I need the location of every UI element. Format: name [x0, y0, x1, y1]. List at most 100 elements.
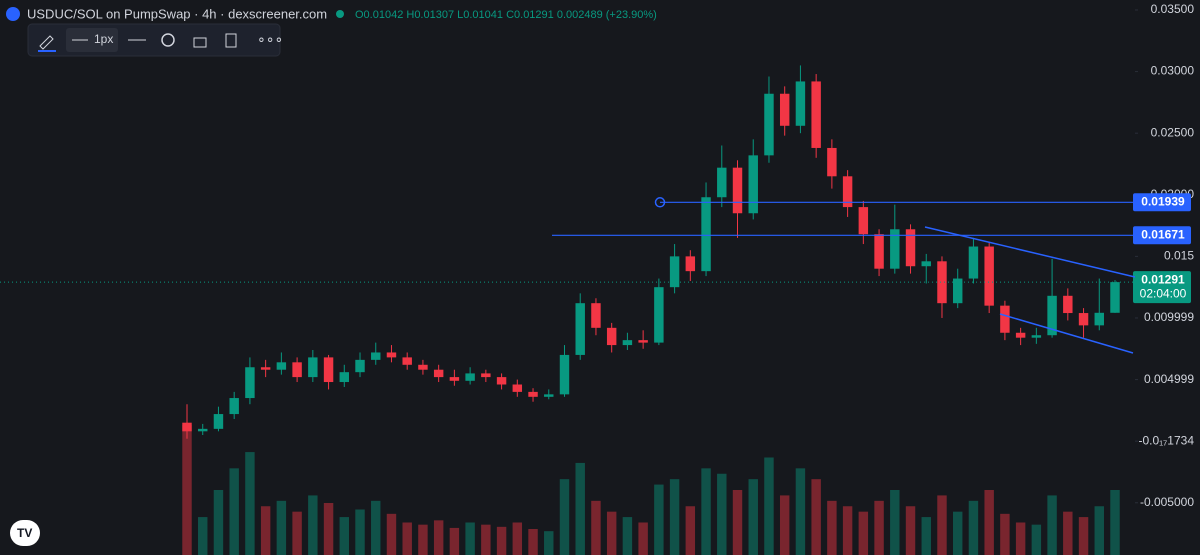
trend-line: [999, 313, 1134, 354]
lock-button[interactable]: [193, 37, 207, 48]
price-label-box: [1133, 193, 1191, 212]
candle-body: [1078, 313, 1089, 326]
candle-body: [701, 197, 711, 272]
candle-body: [292, 362, 302, 378]
candle-body: [937, 261, 947, 304]
settings-button[interactable]: [161, 33, 175, 47]
candle-body: [669, 256, 680, 288]
volume-bar: [952, 511, 963, 555]
candle-body: [355, 359, 365, 373]
volume-bar: [764, 457, 774, 555]
volume-bar: [245, 452, 255, 555]
candle-body: [591, 303, 601, 328]
candle-body: [827, 147, 837, 177]
symbol-icon: [6, 7, 20, 21]
volume-bar: [732, 490, 743, 555]
volume-bar: [213, 490, 224, 555]
width-button[interactable]: [66, 28, 118, 52]
candle-body: [606, 327, 617, 346]
candle-body: [496, 377, 507, 385]
logo[interactable]: [10, 520, 40, 546]
volume-bar: [905, 506, 916, 555]
volume-bar: [1000, 513, 1010, 555]
volume-bar: [1094, 506, 1104, 555]
volume-bar: [481, 524, 491, 555]
logo-text: TV: [17, 526, 32, 540]
last-price-box: [1133, 271, 1191, 304]
candle-body: [449, 377, 460, 381]
volume-bar: [701, 468, 711, 555]
drawing-toolbar: [27, 23, 281, 57]
volume-bar: [496, 526, 507, 555]
volume-bar: [669, 479, 680, 555]
volume-bar: [1047, 495, 1057, 555]
volume-bar: [528, 529, 538, 555]
volume-bar: [638, 522, 648, 555]
candle-body: [528, 391, 538, 397]
candle-body: [402, 357, 412, 365]
volume-bar: [968, 500, 979, 555]
candle-body: [622, 340, 633, 346]
volume-bar: [449, 527, 460, 555]
candle-body: [842, 176, 853, 208]
volume-bar: [1078, 517, 1089, 555]
candle-body: [905, 229, 916, 267]
volume-bar: [984, 490, 994, 555]
y-tick-label: 0.03500: [1151, 2, 1195, 16]
candle-body: [465, 373, 475, 381]
width-label[interactable]: 1px: [94, 32, 113, 46]
y-tick-label: 0.02500: [1151, 125, 1195, 139]
volume-bar: [921, 517, 931, 555]
volume-bar: [512, 522, 523, 555]
y-tick-label: 0.03000: [1151, 64, 1195, 78]
volume-bar: [323, 503, 334, 555]
candle-body: [371, 352, 381, 360]
price-label: 0.01671: [1141, 227, 1185, 241]
candle-body: [418, 364, 428, 370]
candle-body: [1063, 295, 1073, 314]
volume-bar: [260, 506, 271, 555]
candle-body: [952, 278, 963, 304]
candle-body: [323, 357, 334, 383]
countdown-label: 02:04:00: [1140, 286, 1187, 300]
candle-body: [575, 303, 585, 355]
delete-button[interactable]: [225, 33, 237, 48]
candle-body: [1015, 332, 1026, 338]
y-tick-label: 0.004999: [1144, 372, 1194, 386]
volume-bar: [198, 517, 208, 555]
volume-bar: [811, 479, 821, 555]
y-tick-label: 0.009999: [1144, 310, 1194, 324]
line-handle: [654, 197, 666, 208]
volume-bar: [874, 500, 884, 555]
volume-bar: [622, 517, 633, 555]
pencil-icon[interactable]: [39, 35, 54, 50]
volume-bar: [182, 425, 192, 555]
candle-body: [559, 354, 570, 395]
volume-bar: [386, 513, 397, 555]
candle-body: [213, 414, 224, 429]
candle-body: [198, 428, 208, 432]
volume-bar: [717, 473, 727, 555]
candle-body: [182, 422, 192, 432]
candle-body: [811, 81, 821, 148]
candle-body: [512, 384, 523, 392]
candle-body: [685, 256, 696, 272]
more-button[interactable]: ∘∘∘: [257, 31, 283, 47]
candle-body: [638, 340, 648, 343]
ohlc-readout: O0.01042 H0.01307 L0.01041 C0.01291 0.00…: [355, 9, 657, 21]
candle-body: [339, 372, 350, 383]
volume-bar: [559, 479, 570, 555]
candle-body: [654, 287, 664, 343]
volume-bar: [339, 517, 350, 555]
candle-body: [874, 234, 884, 269]
volume-bar: [402, 522, 412, 555]
candle-body: [1031, 335, 1042, 338]
candle-body: [1110, 282, 1120, 313]
volume-bar: [591, 500, 601, 555]
volume-bar: [779, 495, 790, 555]
candle-body: [1094, 312, 1104, 326]
candle-body: [433, 369, 444, 378]
candle-body: [1000, 305, 1010, 333]
